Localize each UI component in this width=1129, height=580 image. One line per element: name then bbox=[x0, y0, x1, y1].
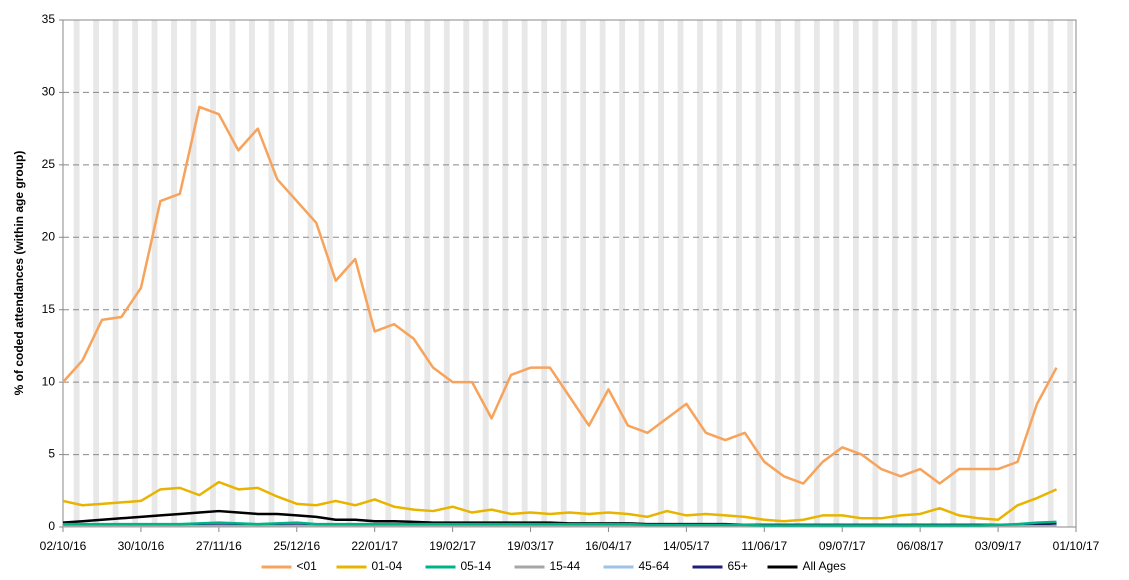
week-stripe bbox=[307, 20, 314, 527]
week-stripe bbox=[891, 20, 898, 527]
y-tick-label: 35 bbox=[42, 12, 56, 26]
y-tick-label: 0 bbox=[48, 519, 55, 533]
legend-label: 05-14 bbox=[461, 559, 492, 573]
x-tick-label: 14/05/17 bbox=[663, 539, 710, 553]
week-stripe bbox=[1008, 20, 1015, 527]
x-tick-label: 16/04/17 bbox=[585, 539, 632, 553]
week-stripe bbox=[288, 20, 294, 527]
week-stripe bbox=[658, 20, 664, 527]
week-stripe bbox=[697, 20, 703, 527]
week-stripe bbox=[950, 20, 957, 527]
week-stripe bbox=[268, 20, 275, 527]
x-tick-label: 02/10/16 bbox=[40, 539, 87, 553]
week-stripe bbox=[385, 20, 392, 527]
x-tick-label: 03/09/17 bbox=[975, 539, 1022, 553]
x-tick-label: 25/12/16 bbox=[273, 539, 320, 553]
series-line bbox=[62, 105, 1058, 485]
week-stripe bbox=[833, 20, 840, 527]
week-stripe bbox=[190, 20, 197, 527]
week-stripe bbox=[443, 20, 450, 527]
x-tick-label: 22/01/17 bbox=[351, 539, 398, 553]
week-stripe bbox=[775, 20, 781, 527]
week-stripe bbox=[365, 20, 372, 527]
week-stripe bbox=[521, 20, 528, 527]
week-stripe bbox=[463, 20, 470, 527]
week-stripe bbox=[599, 20, 606, 527]
week-stripe bbox=[346, 20, 353, 527]
week-stripe bbox=[872, 20, 879, 527]
legend-label: 45-64 bbox=[639, 559, 670, 573]
y-tick-label: 15 bbox=[42, 302, 56, 316]
week-stripe bbox=[541, 20, 548, 527]
week-stripe bbox=[482, 20, 489, 527]
week-stripe bbox=[1047, 20, 1054, 527]
x-tick-label: 09/07/17 bbox=[819, 539, 866, 553]
week-stripe bbox=[229, 20, 236, 527]
week-stripe bbox=[1067, 20, 1074, 527]
week-stripe bbox=[638, 20, 645, 527]
x-tick-label: 19/02/17 bbox=[429, 539, 476, 553]
week-stripe bbox=[502, 20, 509, 527]
week-stripe bbox=[930, 20, 937, 527]
week-stripe bbox=[1028, 20, 1035, 527]
y-tick-label: 30 bbox=[42, 85, 56, 99]
legend-label: 01-04 bbox=[372, 559, 403, 573]
week-stripe bbox=[210, 20, 216, 527]
series-line bbox=[63, 520, 1057, 527]
y-tick-label: 25 bbox=[42, 157, 56, 171]
series-line bbox=[62, 480, 1058, 523]
week-stripe bbox=[132, 20, 139, 527]
week-stripe bbox=[93, 20, 100, 527]
week-stripe bbox=[424, 20, 431, 527]
week-stripe bbox=[989, 20, 996, 527]
week-stripe bbox=[794, 20, 801, 527]
week-stripe bbox=[969, 20, 976, 527]
y-tick-label: 10 bbox=[42, 374, 56, 388]
week-stripe bbox=[911, 20, 918, 527]
week-stripe bbox=[813, 20, 820, 527]
week-stripe bbox=[580, 20, 587, 527]
week-stripe bbox=[151, 20, 158, 527]
x-tick-label: 27/11/16 bbox=[196, 539, 242, 553]
week-stripe bbox=[677, 20, 684, 527]
y-tick-label: 5 bbox=[48, 447, 55, 461]
week-stripe bbox=[755, 20, 762, 527]
week-stripe bbox=[326, 20, 333, 527]
week-stripe bbox=[112, 20, 119, 527]
x-tick-label: 19/03/17 bbox=[507, 539, 554, 553]
legend-label: 65+ bbox=[728, 559, 748, 573]
week-stripe bbox=[73, 20, 80, 527]
week-stripe bbox=[619, 20, 626, 527]
y-axis-label: % of coded attendances (within age group… bbox=[12, 151, 26, 396]
week-stripe bbox=[736, 20, 742, 527]
week-stripe bbox=[404, 20, 411, 527]
x-tick-label: 11/06/17 bbox=[741, 539, 787, 553]
week-stripe bbox=[171, 20, 177, 527]
week-stripe bbox=[716, 20, 723, 527]
x-tick-label: 01/10/17 bbox=[1053, 539, 1100, 553]
legend-label: 15-44 bbox=[550, 559, 581, 573]
y-tick-label: 20 bbox=[42, 229, 56, 243]
legend-label: All Ages bbox=[803, 559, 846, 573]
week-stripe bbox=[249, 20, 255, 527]
week-stripe bbox=[852, 20, 859, 527]
x-tick-label: 30/10/16 bbox=[118, 539, 165, 553]
x-tick-label: 06/08/17 bbox=[897, 539, 944, 553]
legend-label: <01 bbox=[297, 559, 318, 573]
week-stripe bbox=[560, 20, 567, 527]
